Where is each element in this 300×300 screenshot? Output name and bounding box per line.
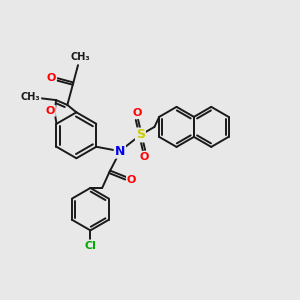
Text: N: N [115, 145, 125, 158]
Text: O: O [127, 175, 136, 185]
Text: CH₃: CH₃ [21, 92, 40, 102]
Text: O: O [139, 152, 149, 162]
Text: O: O [132, 108, 142, 118]
Text: CH₃: CH₃ [70, 52, 90, 62]
Text: Cl: Cl [85, 241, 96, 251]
Text: S: S [136, 128, 145, 142]
Text: O: O [46, 73, 56, 83]
Text: O: O [46, 106, 55, 116]
